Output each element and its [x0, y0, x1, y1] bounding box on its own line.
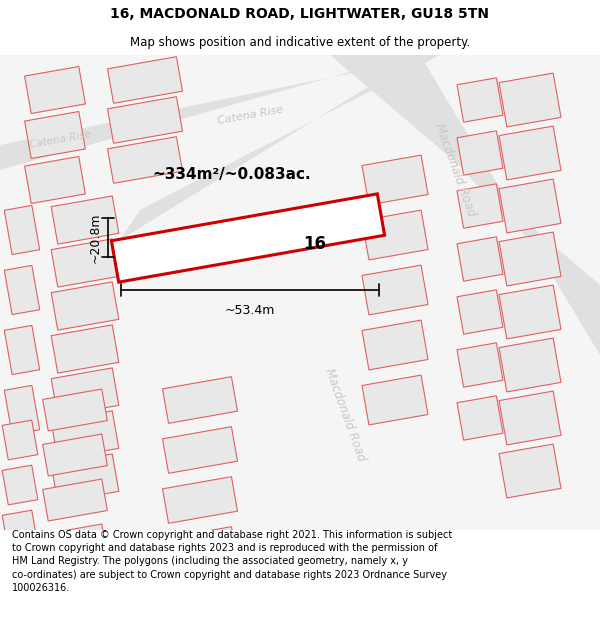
Text: Catena Rise: Catena Rise — [216, 104, 284, 126]
Polygon shape — [4, 206, 40, 254]
Polygon shape — [25, 156, 85, 204]
Polygon shape — [51, 368, 119, 416]
Polygon shape — [499, 285, 561, 339]
Polygon shape — [163, 427, 238, 473]
Polygon shape — [51, 196, 119, 244]
Polygon shape — [51, 411, 119, 459]
Text: Contains OS data © Crown copyright and database right 2021. This information is : Contains OS data © Crown copyright and d… — [12, 530, 452, 592]
Polygon shape — [457, 290, 503, 334]
Polygon shape — [457, 237, 503, 281]
Polygon shape — [107, 137, 182, 183]
Polygon shape — [4, 386, 40, 434]
Polygon shape — [362, 210, 428, 260]
Text: 16, MACDONALD ROAD, LIGHTWATER, GU18 5TN: 16, MACDONALD ROAD, LIGHTWATER, GU18 5TN — [110, 7, 490, 21]
Polygon shape — [43, 524, 107, 566]
Polygon shape — [107, 57, 182, 103]
Text: Macdonald Road: Macdonald Road — [322, 367, 368, 463]
Polygon shape — [499, 232, 561, 286]
Polygon shape — [163, 377, 238, 423]
Text: 16: 16 — [304, 235, 326, 253]
Text: Catena Rise: Catena Rise — [28, 129, 92, 151]
Polygon shape — [43, 479, 107, 521]
Polygon shape — [499, 179, 561, 233]
Polygon shape — [51, 325, 119, 373]
Polygon shape — [499, 73, 561, 127]
Polygon shape — [499, 126, 561, 180]
Polygon shape — [25, 111, 85, 159]
Polygon shape — [362, 265, 428, 315]
Polygon shape — [499, 444, 561, 498]
Polygon shape — [457, 343, 503, 387]
Polygon shape — [2, 420, 38, 460]
Text: ~20.8m: ~20.8m — [89, 213, 102, 262]
Polygon shape — [355, 55, 600, 355]
Polygon shape — [43, 389, 107, 431]
Polygon shape — [51, 239, 119, 287]
Text: Macdonald Road: Macdonald Road — [432, 122, 478, 218]
Polygon shape — [499, 338, 561, 392]
Polygon shape — [2, 510, 38, 550]
Polygon shape — [51, 454, 119, 502]
Polygon shape — [362, 320, 428, 370]
Text: Map shows position and indicative extent of the property.: Map shows position and indicative extent… — [130, 36, 470, 49]
Polygon shape — [4, 326, 40, 374]
Polygon shape — [457, 131, 503, 175]
Text: ~53.4m: ~53.4m — [225, 304, 275, 317]
Polygon shape — [457, 184, 503, 228]
Polygon shape — [330, 55, 600, 315]
Polygon shape — [362, 375, 428, 425]
Text: ~334m²/~0.083ac.: ~334m²/~0.083ac. — [152, 168, 311, 182]
Polygon shape — [112, 194, 385, 282]
Polygon shape — [457, 78, 503, 122]
Polygon shape — [43, 434, 107, 476]
Polygon shape — [51, 282, 119, 330]
Polygon shape — [457, 396, 503, 440]
Polygon shape — [0, 55, 440, 170]
Polygon shape — [0, 55, 600, 530]
Polygon shape — [4, 266, 40, 314]
Polygon shape — [25, 66, 85, 114]
Polygon shape — [107, 97, 182, 143]
Polygon shape — [362, 155, 428, 205]
Polygon shape — [163, 577, 238, 623]
Polygon shape — [120, 55, 440, 240]
Polygon shape — [163, 477, 238, 523]
Polygon shape — [2, 465, 38, 505]
Polygon shape — [163, 527, 238, 573]
Polygon shape — [499, 391, 561, 445]
